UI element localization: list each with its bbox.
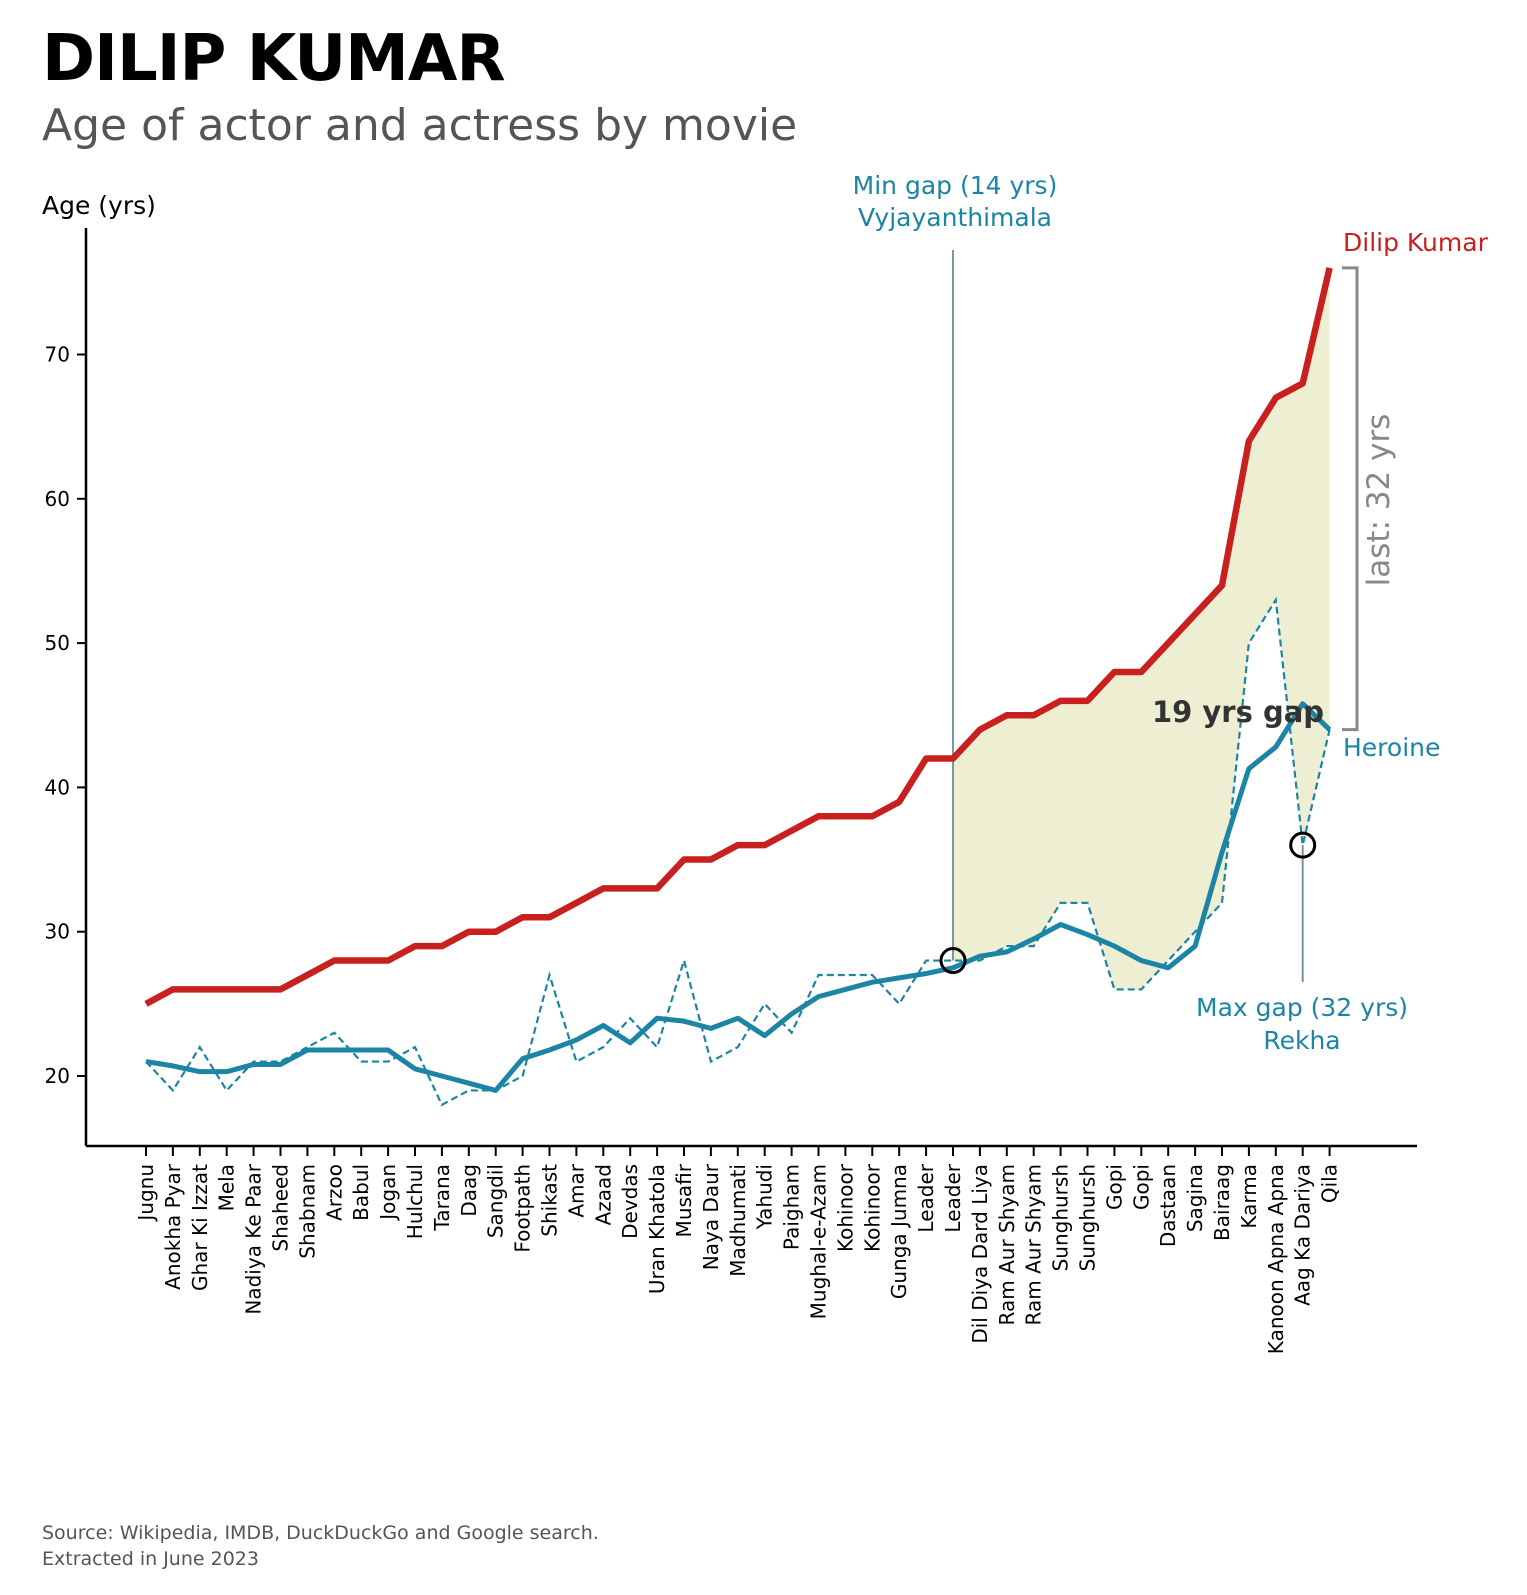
series-lines (144, 267, 1333, 1107)
y-axis-ticks: 20 30 40 50 60 70 (45, 343, 86, 1088)
max-gap-label-2: Rekha (1263, 1026, 1340, 1055)
actor-age-line (144, 267, 1333, 1007)
x-tick-label: Madhumati (726, 1164, 750, 1277)
source-note: Source: Wikipedia, IMDB, DuckDuckGo and … (42, 1520, 599, 1572)
x-tick-label: Leader (941, 1163, 965, 1232)
heroine-age-trend-line (145, 701, 1332, 1093)
x-tick-label: Naya Daur (699, 1163, 723, 1270)
x-tick-label: Shabnam (295, 1164, 319, 1259)
x-tick-label: Shaheed (269, 1164, 293, 1252)
source-line-2: Extracted in June 2023 (42, 1548, 259, 1570)
x-tick-label: Sunghursh (1049, 1164, 1073, 1271)
min-gap-marker (939, 947, 967, 975)
x-tick-label: Aag Ka Dariya (1291, 1164, 1315, 1306)
x-tick-label: Dil Diya Dard Liya (968, 1164, 992, 1344)
x-tick-label: Yahudi (753, 1164, 777, 1230)
x-tick-label: Kohinoor (833, 1163, 857, 1252)
axes (84, 228, 1417, 1148)
x-tick-label: Kanoon Apna Apna (1264, 1164, 1288, 1354)
y-tick-label: 50 (45, 631, 70, 655)
y-tick-label: 60 (45, 487, 70, 511)
heroine-age-dashed-line (145, 596, 1331, 1107)
x-tick-label: Footpath (511, 1164, 535, 1253)
y-tick-label: 40 (45, 775, 70, 799)
x-tick-label: Sunghursh (1076, 1164, 1100, 1271)
x-tick-label: Gunga Jumna (887, 1164, 911, 1299)
heroine-series-label: Heroine (1343, 733, 1440, 762)
x-tick-label: Mughal-e-Azam (807, 1164, 831, 1319)
x-tick-label: Sangdil (484, 1164, 508, 1238)
last-gap-bracket-line (1342, 266, 1359, 732)
x-tick-label: Gopi (1129, 1164, 1153, 1210)
x-tick-label: Azaad (591, 1164, 615, 1225)
x-axis-ticks: Jugnu Anokha Pyar Ghar Ki Izzat Mela Nadiya … (134, 1146, 1342, 1354)
x-tick-label: Qila (1318, 1164, 1342, 1203)
x-tick-label: Mela (215, 1164, 239, 1211)
x-tick-label: Shikast (538, 1164, 562, 1237)
x-tick-label: Jugnu (134, 1164, 158, 1223)
x-tick-label: Tarana (430, 1164, 454, 1232)
x-tick-label: Jogan (376, 1164, 400, 1222)
gap-markers (939, 831, 1317, 975)
x-tick-label: Amar (564, 1163, 588, 1217)
x-tick-label: Dastaan (1156, 1164, 1180, 1247)
x-tick-label: Anokha Pyar (161, 1163, 185, 1290)
x-tick-label: Ram Aur Shyam (1022, 1164, 1046, 1325)
last-gap-bracket (1342, 266, 1359, 732)
x-tick-label: Ram Aur Shyam (995, 1164, 1019, 1325)
y-tick-label: 70 (45, 343, 70, 367)
last-gap-label: last: 32 yrs (1361, 414, 1397, 587)
x-tick-label: Ghar Ki Izzat (188, 1164, 212, 1291)
annotation-lines (952, 250, 1304, 982)
actor-series-label: Dilip Kumar (1343, 228, 1489, 257)
max-gap-marker (1289, 831, 1317, 859)
chart-title: DILIP KUMAR (42, 22, 506, 96)
x-tick-label: Leader (914, 1163, 938, 1232)
chart-subtitle: Age of actor and actress by movie (42, 100, 798, 151)
x-tick-label: Devdas (618, 1164, 642, 1239)
x-tick-label: Bairaag (1210, 1164, 1234, 1241)
x-tick-label: Babul (349, 1164, 373, 1221)
x-tick-label: Paigham (780, 1164, 804, 1250)
x-tick-label: Nadiya Ke Paar (242, 1163, 266, 1314)
x-tick-label: Kohinoor (860, 1163, 884, 1252)
y-tick-label: 20 (45, 1064, 70, 1088)
x-tick-label: Gopi (1102, 1164, 1126, 1210)
x-tick-label: Musafir (672, 1163, 696, 1237)
gap-label: 19 yrs gap (1152, 695, 1324, 729)
source-line-1: Source: Wikipedia, IMDB, DuckDuckGo and … (42, 1522, 599, 1544)
x-tick-label: Daag (457, 1164, 481, 1217)
x-tick-label: Sagina (1183, 1164, 1207, 1232)
max-gap-label-1: Max gap (32 yrs) (1196, 993, 1408, 1022)
min-gap-label-1: Min gap (14 yrs) (853, 171, 1058, 200)
gap-area (953, 267, 1330, 990)
gap-fill-area (953, 267, 1330, 990)
x-tick-label: Karma (1237, 1164, 1261, 1229)
x-tick-label: Hulchul (403, 1164, 427, 1239)
y-axis-label: Age (yrs) (42, 191, 156, 220)
min-gap-label-2: Vyjayanthimala (858, 203, 1052, 232)
x-tick-label: Uran Khatola (645, 1164, 669, 1294)
y-tick-label: 30 (45, 920, 70, 944)
x-tick-label: Arzoo (322, 1164, 346, 1221)
